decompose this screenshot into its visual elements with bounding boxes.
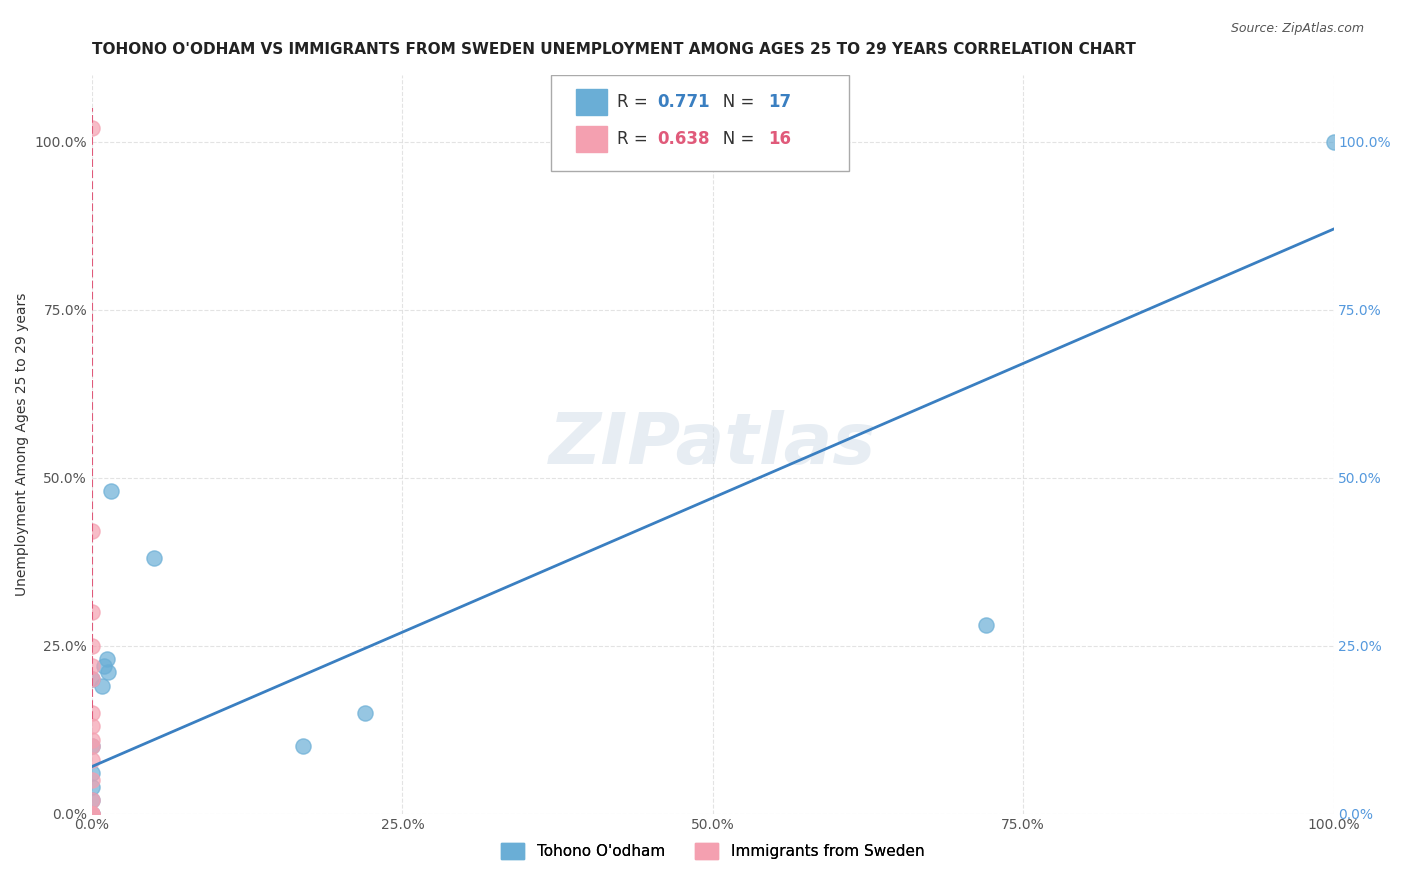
Text: Source: ZipAtlas.com: Source: ZipAtlas.com xyxy=(1230,22,1364,36)
Point xyxy=(91,679,114,693)
Point xyxy=(80,639,103,653)
Point xyxy=(80,806,103,821)
Point xyxy=(93,658,115,673)
Text: 17: 17 xyxy=(769,93,792,111)
Text: 0.638: 0.638 xyxy=(657,130,710,148)
Text: TOHONO O'ODHAM VS IMMIGRANTS FROM SWEDEN UNEMPLOYMENT AMONG AGES 25 TO 29 YEARS : TOHONO O'ODHAM VS IMMIGRANTS FROM SWEDEN… xyxy=(91,42,1136,57)
Text: N =: N = xyxy=(707,93,759,111)
Point xyxy=(80,658,103,673)
Point xyxy=(80,806,103,821)
Text: N =: N = xyxy=(707,130,759,148)
Point xyxy=(80,806,103,821)
Point xyxy=(96,652,118,666)
Point xyxy=(80,793,103,807)
Point xyxy=(80,672,103,686)
Point xyxy=(80,780,103,794)
Point xyxy=(354,706,377,720)
FancyBboxPatch shape xyxy=(551,75,849,170)
Legend: Tohono O'odham, Immigrants from Sweden: Tohono O'odham, Immigrants from Sweden xyxy=(495,837,931,865)
Point xyxy=(80,605,103,619)
Point xyxy=(974,618,997,632)
Point xyxy=(80,732,103,747)
Point xyxy=(97,665,120,680)
Point xyxy=(80,739,103,754)
Point xyxy=(80,524,103,539)
Point xyxy=(100,484,122,499)
Point xyxy=(80,672,103,686)
Point xyxy=(80,793,103,807)
Point xyxy=(80,772,103,787)
FancyBboxPatch shape xyxy=(576,89,607,115)
Point xyxy=(292,739,315,754)
Text: 16: 16 xyxy=(769,130,792,148)
Point xyxy=(80,121,103,136)
Text: R =: R = xyxy=(617,130,654,148)
Text: ZIPatlas: ZIPatlas xyxy=(550,409,876,479)
Point xyxy=(80,719,103,733)
Point xyxy=(1322,135,1344,149)
Point xyxy=(80,706,103,720)
Text: R =: R = xyxy=(617,93,654,111)
Text: 0.771: 0.771 xyxy=(657,93,710,111)
Point xyxy=(80,806,103,821)
Point xyxy=(80,806,103,821)
Point xyxy=(80,739,103,754)
Point xyxy=(80,766,103,780)
Point xyxy=(80,753,103,767)
FancyBboxPatch shape xyxy=(576,127,607,153)
Y-axis label: Unemployment Among Ages 25 to 29 years: Unemployment Among Ages 25 to 29 years xyxy=(15,293,30,596)
Point xyxy=(143,551,166,566)
